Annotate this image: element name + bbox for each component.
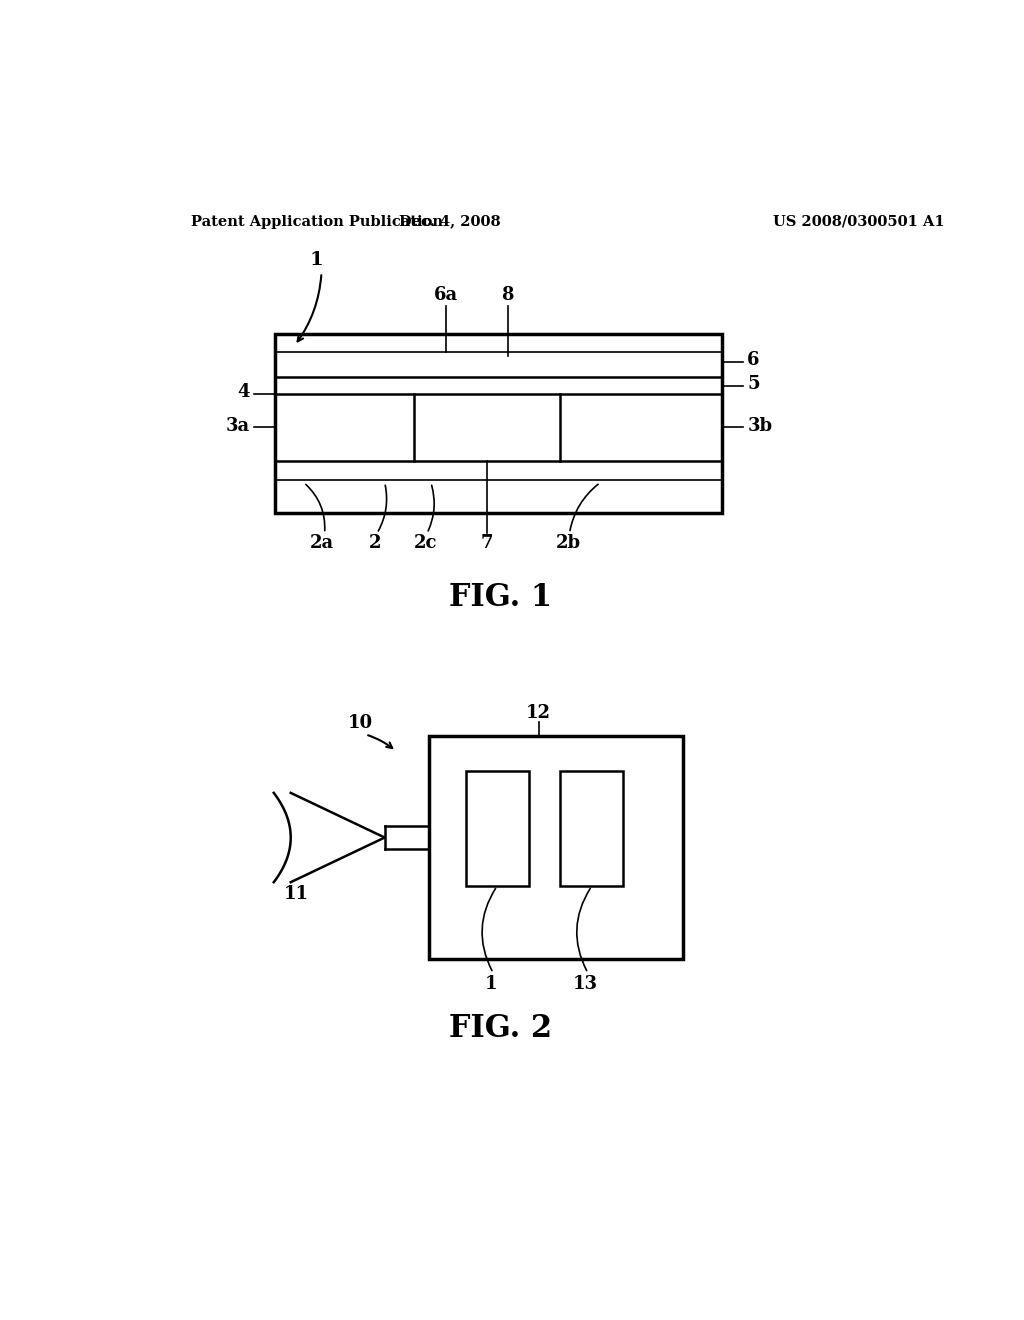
Text: 11: 11 xyxy=(284,884,308,903)
Text: 8: 8 xyxy=(502,286,514,305)
Text: 4: 4 xyxy=(238,384,250,401)
Text: 1: 1 xyxy=(484,975,498,993)
Text: 6: 6 xyxy=(748,351,760,370)
Text: 2a: 2a xyxy=(309,535,334,552)
Text: FIG. 2: FIG. 2 xyxy=(449,1012,552,1044)
Text: 13: 13 xyxy=(573,975,598,993)
Text: Patent Application Publication: Patent Application Publication xyxy=(190,215,442,228)
Text: 10: 10 xyxy=(347,714,373,731)
Text: 2c: 2c xyxy=(414,535,437,552)
Text: 6a: 6a xyxy=(434,286,459,305)
Bar xyxy=(429,737,683,960)
Text: 7: 7 xyxy=(481,535,494,552)
Bar xyxy=(560,771,624,886)
Text: 3a: 3a xyxy=(225,417,250,434)
Text: 2b: 2b xyxy=(555,535,581,552)
Text: 3b: 3b xyxy=(748,417,772,434)
Text: FIG. 1: FIG. 1 xyxy=(449,582,552,612)
Bar xyxy=(275,334,722,512)
Text: Dec. 4, 2008: Dec. 4, 2008 xyxy=(399,215,501,228)
Bar xyxy=(466,771,528,886)
Text: 12: 12 xyxy=(526,704,551,722)
Text: 2: 2 xyxy=(370,535,382,552)
Text: 1: 1 xyxy=(310,251,324,269)
Text: US 2008/0300501 A1: US 2008/0300501 A1 xyxy=(773,215,945,228)
Text: 5: 5 xyxy=(748,375,760,393)
